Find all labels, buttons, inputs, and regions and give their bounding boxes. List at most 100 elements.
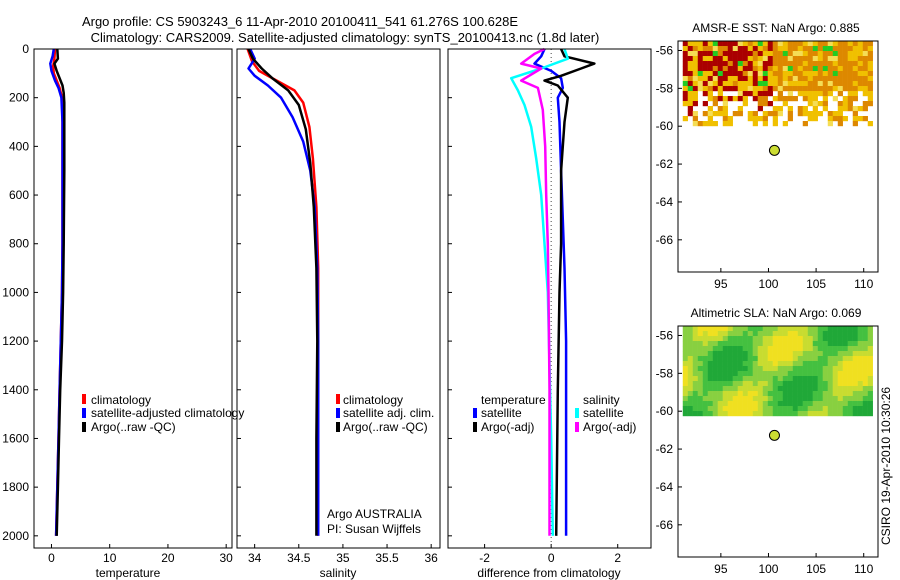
sla-map-cell xyxy=(717,401,723,407)
sst-map-cell xyxy=(712,86,718,92)
sla-map-cell xyxy=(847,396,853,402)
sst-map-cell xyxy=(787,111,793,117)
sst-map-cell xyxy=(817,61,823,67)
sla-map-cell xyxy=(802,331,808,337)
sla-map-cell xyxy=(707,366,713,372)
sst-map-cell xyxy=(802,106,808,112)
sla-map-cell xyxy=(867,366,873,372)
sst-map-cell xyxy=(702,71,708,77)
sst-map-cell xyxy=(857,56,863,62)
sst-map-cell xyxy=(862,61,868,67)
sla-map-cell xyxy=(812,376,818,382)
sla-map-cell xyxy=(697,326,703,332)
sla-map-cell xyxy=(792,366,798,372)
sla-map-cell xyxy=(742,391,748,397)
sla-map-cell xyxy=(702,386,708,392)
sst-map-cell xyxy=(817,91,823,97)
sst-map-cell xyxy=(832,81,838,87)
sla-map-cell xyxy=(732,386,738,392)
sla-map-cell xyxy=(827,406,833,412)
sla-map-cell xyxy=(697,411,703,417)
sla-map-cell xyxy=(817,411,823,417)
sst-map-cell xyxy=(702,66,708,72)
sst-map-cell xyxy=(762,101,768,107)
sla-map-cell xyxy=(802,411,808,417)
sst-map-cell xyxy=(777,86,783,92)
sst-map-cell xyxy=(867,121,873,127)
sla-map-cell xyxy=(752,391,758,397)
legend-swatch-satellite-adjusted xyxy=(82,408,86,418)
sla-map-cell xyxy=(697,366,703,372)
sst-map-cell xyxy=(807,66,813,72)
sst-map-cell xyxy=(837,101,843,107)
sst-map-cell xyxy=(792,66,798,72)
sla-map-cell xyxy=(857,371,863,377)
sla-map-cell xyxy=(807,371,813,377)
sla-map-cell xyxy=(867,376,873,382)
sla-map-cell xyxy=(822,336,828,342)
sst-map-cell xyxy=(717,111,723,117)
sla-map-cell xyxy=(747,381,753,387)
sla-map-cell xyxy=(782,371,788,377)
salinity-xtick-label: 36 xyxy=(424,551,438,565)
temperature-argo-raw-qc--line xyxy=(53,48,66,536)
temperature-xtick-label: 0 xyxy=(48,551,55,565)
sla-map-cell xyxy=(687,341,693,347)
sla-map-cell xyxy=(757,361,763,367)
sst-map-cell xyxy=(827,86,833,92)
sst-map-cell xyxy=(722,66,728,72)
sla-map-cell xyxy=(717,366,723,372)
sla-map-cell xyxy=(722,351,728,357)
sla-map-cell xyxy=(727,381,733,387)
sla-map-cell xyxy=(692,386,698,392)
sst-map-cell xyxy=(842,106,848,112)
sla-map-cell xyxy=(862,381,868,387)
sst-map-cell xyxy=(837,41,843,47)
sla-map-cell xyxy=(717,406,723,412)
sst-map-cell xyxy=(722,96,728,102)
sla-map-cell xyxy=(762,406,768,412)
sst-map-cell xyxy=(827,51,833,57)
salinity-climatology-line xyxy=(246,48,320,536)
sst-map-cell xyxy=(702,91,708,97)
sla-map-cell xyxy=(837,331,843,337)
sla-map-cell xyxy=(822,351,828,357)
sla-map-cell xyxy=(842,386,848,392)
sst-map-lat-label: -60 xyxy=(656,119,674,133)
sla-map-cell xyxy=(732,401,738,407)
sst-map-cell xyxy=(802,41,808,47)
sst-map-cell xyxy=(837,76,843,82)
sla-map-cell xyxy=(802,381,808,387)
difference-xlabel: difference from climatology xyxy=(477,566,620,580)
sla-map-cell xyxy=(707,401,713,407)
sst-map-cell xyxy=(827,41,833,47)
sla-map-cell xyxy=(737,346,743,352)
sla-map-cell xyxy=(692,371,698,377)
sla-map-lon-label: 95 xyxy=(714,562,728,576)
difference-panel: -2 0 2 difference from climatology tempera… xyxy=(447,47,652,580)
sst-map-cell xyxy=(852,71,858,77)
sla-map-cell xyxy=(852,366,858,372)
sla-map-cell xyxy=(852,326,858,332)
sla-map-cell xyxy=(702,381,708,387)
sst-map-cell xyxy=(802,86,808,92)
sla-map-cell xyxy=(797,366,803,372)
legend-label-argo-raw: Argo(..raw -QC) xyxy=(343,420,428,434)
sla-map-cell xyxy=(777,356,783,362)
sst-map-cell xyxy=(817,66,823,72)
sst-map-cell xyxy=(787,71,793,77)
sst-map-cell xyxy=(847,66,853,72)
sst-map-cell xyxy=(822,56,828,62)
sla-map-cell xyxy=(782,376,788,382)
sla-map-cell xyxy=(797,406,803,412)
sst-map-cell xyxy=(747,41,753,47)
salinity-plot-area: 34 34.5 35 35.5 36 xyxy=(237,48,438,565)
sst-map-cell xyxy=(832,71,838,77)
sla-map-cell xyxy=(712,406,718,412)
depth-tick-label: 600 xyxy=(9,188,29,202)
sla-map-cell xyxy=(817,396,823,402)
sla-map-cell xyxy=(822,381,828,387)
sla-map-cell xyxy=(812,381,818,387)
temperature-xtick-label: 20 xyxy=(161,551,175,565)
sla-map-cell xyxy=(862,376,868,382)
